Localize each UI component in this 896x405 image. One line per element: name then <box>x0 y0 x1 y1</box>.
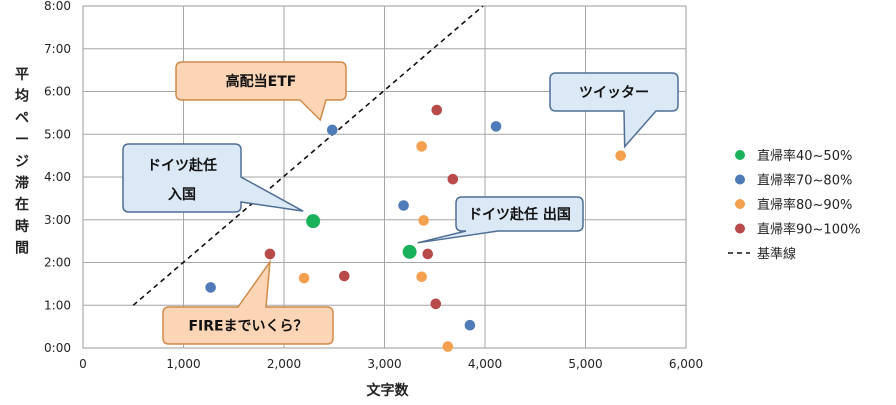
callout-label-line2: 入国 <box>168 187 196 203</box>
callout-2: ツイッター <box>549 72 679 149</box>
data-point-f5a04e <box>418 215 429 226</box>
data-point-4f7cb9 <box>398 200 409 211</box>
x-tick-label: 3,000 <box>367 357 401 371</box>
legend-label: 直帰率90~100% <box>757 222 861 238</box>
legend-label: 直帰率70~80% <box>757 173 852 189</box>
x-tick-label: 5,000 <box>568 357 602 371</box>
data-point-f5a04e <box>416 141 427 152</box>
legend-marker <box>735 174 745 185</box>
data-point-b94a4a <box>431 104 443 116</box>
y-tick-label: 4:00 <box>44 170 71 184</box>
y-tick-label: 6:00 <box>44 85 71 99</box>
legend-marker <box>735 199 745 209</box>
callout-label: ドイツ赴任 <box>147 157 217 174</box>
legend-label: 基準線 <box>757 246 796 262</box>
data-point-4f7cb9 <box>205 282 216 293</box>
callout-box <box>162 259 334 345</box>
y-tick-label: 3:00 <box>44 213 71 227</box>
y-axis-title: 平均ページ滞在時間 <box>15 67 29 257</box>
y-tick-label: 2:00 <box>44 256 71 270</box>
x-axis-title: 文字数 <box>367 382 410 399</box>
data-point-f5a04e <box>298 272 310 284</box>
data-point-b94a4a <box>339 270 350 282</box>
data-point-4f7cb9 <box>464 319 476 331</box>
callout-5: FIREまでいくら？ <box>162 259 334 345</box>
callout-box <box>417 196 584 244</box>
callout-box <box>175 61 347 122</box>
data-point-b94a4a <box>430 298 442 310</box>
callout-label: ツイッター <box>579 85 649 101</box>
y-tick-label: 5:00 <box>44 127 71 141</box>
legend-label: 直帰率80~90% <box>757 197 852 213</box>
data-point-4f7cb9 <box>326 124 338 136</box>
callout-label: ドイツ赴任 出国 <box>468 206 571 223</box>
axes: 0 1,000 2,000 3,000 4,000 5,000 6,000 0:00 1:00 2… <box>15 0 703 399</box>
x-tick-label: 0 <box>79 357 87 371</box>
data-point-b94a4a <box>447 173 459 185</box>
x-tick-label: 4,000 <box>468 357 502 371</box>
data-points <box>205 104 626 352</box>
data-point-4f7cb9 <box>490 121 502 132</box>
x-tick-label: 1,000 <box>166 357 200 371</box>
reference-line <box>132 5 484 306</box>
callout-box <box>549 72 679 149</box>
x-tick-label: 2,000 <box>267 357 301 371</box>
callout-4: ドイツ赴任 出国 <box>417 196 584 244</box>
reference-line-dashed <box>132 5 484 306</box>
x-tick-label: 6,000 <box>669 357 703 371</box>
data-point-f5a04e <box>615 150 626 161</box>
data-point-f5a04e <box>416 271 427 283</box>
data-point-b94a4a <box>264 248 276 260</box>
data-point-b94a4a <box>422 248 434 260</box>
data-point-f5a04e <box>442 341 454 352</box>
y-tick-label: 0:00 <box>44 341 71 355</box>
callout-box <box>122 143 304 213</box>
callout-1: 高配当ETF <box>175 61 347 122</box>
y-tick-label: 1:00 <box>44 298 71 312</box>
y-tick-label: 7:00 <box>44 42 71 56</box>
legend: 直帰率40~50% 直帰率70~80% 直帰率80~90% 直帰率90~100% 基準線 <box>728 148 861 262</box>
legend-label: 直帰率40~50% <box>757 148 852 164</box>
legend-marker <box>735 150 745 160</box>
data-point-19b25a <box>402 244 417 259</box>
legend-marker <box>735 223 745 234</box>
callout-label: FIREまでいくら？ <box>188 319 307 335</box>
data-point-19b25a <box>306 214 321 229</box>
callout-label: 高配当ETF <box>226 73 297 90</box>
y-tick-label: 8:00 <box>44 0 71 13</box>
